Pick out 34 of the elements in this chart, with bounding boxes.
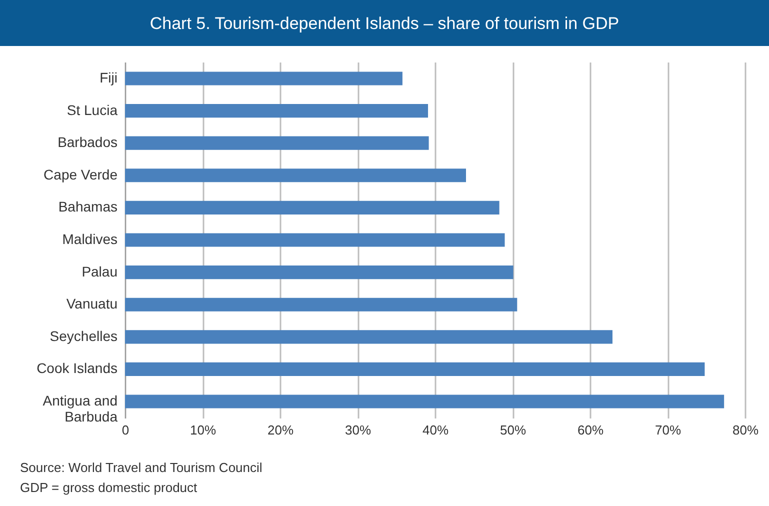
y-tick-label: Vanuatu bbox=[66, 296, 118, 312]
bar bbox=[125, 168, 466, 182]
y-tick-label: Fiji bbox=[100, 69, 118, 86]
bar bbox=[125, 266, 514, 280]
chart-title: Chart 5. Tourism-dependent Islands – share of tourism in GDP bbox=[150, 14, 620, 33]
y-tick-label: St Lucia bbox=[66, 102, 118, 118]
x-tick-label: 30% bbox=[344, 422, 372, 438]
x-tick-label: 40% bbox=[422, 422, 449, 438]
y-tick-label: Antigua and Barbuda bbox=[42, 392, 118, 425]
x-tick-label: 60% bbox=[577, 422, 604, 438]
y-tick-label: Seychelles bbox=[50, 328, 118, 344]
bar bbox=[125, 233, 505, 247]
bar bbox=[125, 298, 518, 312]
bar bbox=[125, 72, 402, 86]
x-tick-label: 70% bbox=[654, 422, 682, 438]
bar bbox=[125, 362, 705, 376]
x-tick-label: 20% bbox=[267, 422, 294, 438]
y-tick-label: Cook Islands bbox=[36, 360, 118, 376]
bar bbox=[125, 136, 429, 150]
x-tick-label: 10% bbox=[190, 422, 216, 438]
bar bbox=[125, 394, 724, 408]
x-tick-label: 0 bbox=[122, 422, 130, 438]
bar bbox=[125, 200, 500, 214]
x-tick-label: 50% bbox=[500, 422, 526, 438]
y-tick-label: Cape Verde bbox=[44, 166, 118, 182]
text: GDP = gross domestic product bbox=[20, 480, 198, 495]
y-tick-label: Barbados bbox=[58, 134, 118, 150]
x-tick-label: 80% bbox=[732, 422, 759, 438]
y-tick-label: Palau bbox=[82, 263, 118, 280]
source-note: Source: World Travel and Tourism Council bbox=[20, 460, 262, 475]
bar bbox=[125, 330, 612, 344]
y-tick-label: Bahamas bbox=[58, 198, 118, 215]
bar bbox=[125, 104, 428, 118]
y-tick-label: Maldives bbox=[62, 231, 118, 247]
